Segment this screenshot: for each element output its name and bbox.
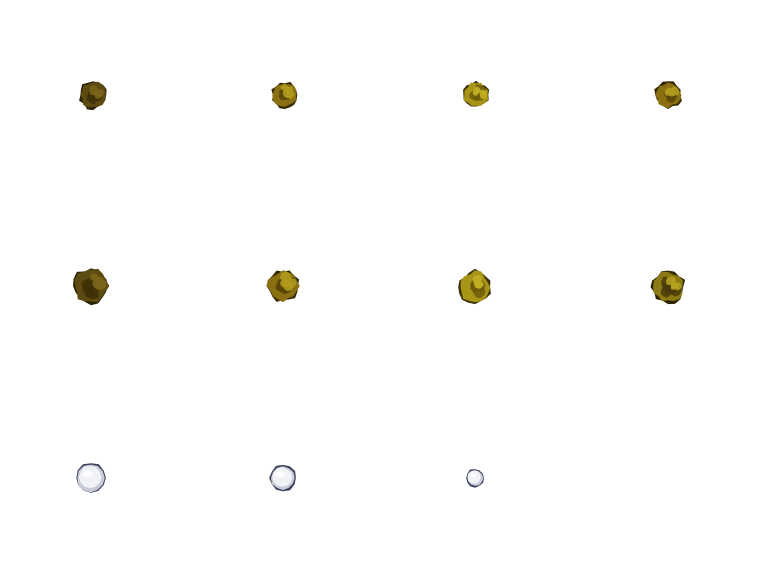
bush-small-2-icon <box>271 81 298 109</box>
bush-small-2-sprite <box>271 81 298 109</box>
bush-large-3-cell <box>384 192 576 384</box>
bush-small-4-cell <box>576 0 768 192</box>
bush-small-4-icon <box>654 81 682 109</box>
bush-large-4-icon <box>650 270 686 305</box>
bush-large-2-cell <box>192 192 384 384</box>
cloud-puff-medium-cell <box>192 384 384 576</box>
bush-small-3-icon <box>463 80 490 107</box>
cloud-puff-medium-sprite <box>269 464 296 492</box>
bush-large-1-sprite <box>73 268 110 306</box>
cloud-puff-medium-icon <box>269 464 296 492</box>
bush-small-1-cell <box>0 0 192 192</box>
cloud-puff-small-cell <box>384 384 576 576</box>
bush-small-1-icon <box>79 81 107 111</box>
bush-small-2-cell <box>192 0 384 192</box>
cloud-puff-large-sprite <box>76 463 106 493</box>
bush-large-3-sprite <box>458 268 491 305</box>
cloud-puff-small-icon <box>466 469 485 488</box>
bush-small-3-sprite <box>463 80 490 107</box>
bush-small-1-sprite <box>79 81 107 111</box>
bush-large-4-sprite <box>650 270 686 305</box>
bush-large-4-cell <box>576 192 768 384</box>
bush-large-3-icon <box>458 268 491 305</box>
bush-large-2-sprite <box>266 270 300 303</box>
bush-large-2-icon <box>266 270 300 303</box>
bush-large-1-icon <box>73 268 110 306</box>
cloud-puff-small-sprite <box>466 469 485 488</box>
bush-small-4-sprite <box>654 81 682 109</box>
cloud-puff-large-cell <box>0 384 192 576</box>
bush-large-1-cell <box>0 192 192 384</box>
cloud-puff-large-icon <box>76 463 106 493</box>
bush-small-3-cell <box>384 0 576 192</box>
